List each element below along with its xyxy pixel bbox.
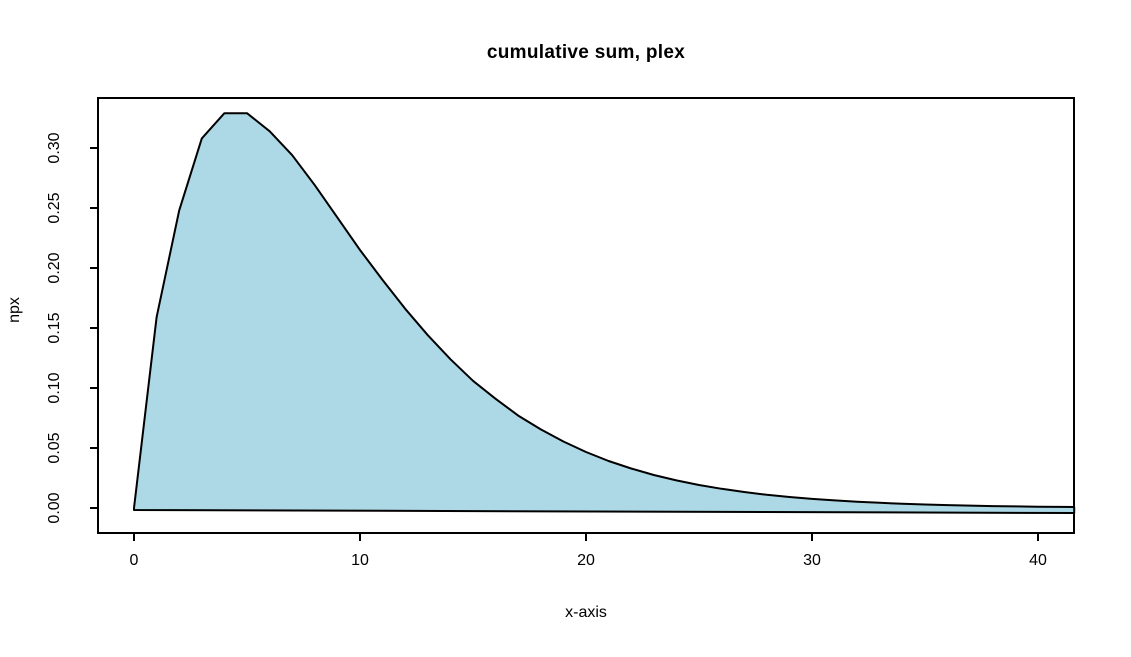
x-tick-label: 20 (577, 552, 595, 569)
y-tick-label: 0.05 (46, 432, 63, 464)
x-axis-label: x-axis (565, 604, 607, 621)
y-tick-label: 0.30 (46, 132, 63, 164)
y-tick-label: 0.20 (46, 252, 63, 284)
y-tick-label: 0.25 (46, 192, 63, 224)
x-tick-label: 30 (803, 552, 821, 569)
area-series (133, 112, 1076, 514)
y-tick-label: 0.00 (46, 492, 63, 524)
y-tick-label: 0.10 (46, 372, 63, 404)
tick-marks (90, 147, 1039, 541)
x-tick-label: 0 (129, 552, 139, 569)
y-axis-label: npx (6, 297, 23, 323)
chart-title: cumulative sum, plex (486, 42, 686, 63)
x-tick-label: 10 (351, 552, 369, 569)
y-tick-label: 0.15 (46, 312, 63, 344)
x-tick-label: 40 (1029, 552, 1047, 569)
